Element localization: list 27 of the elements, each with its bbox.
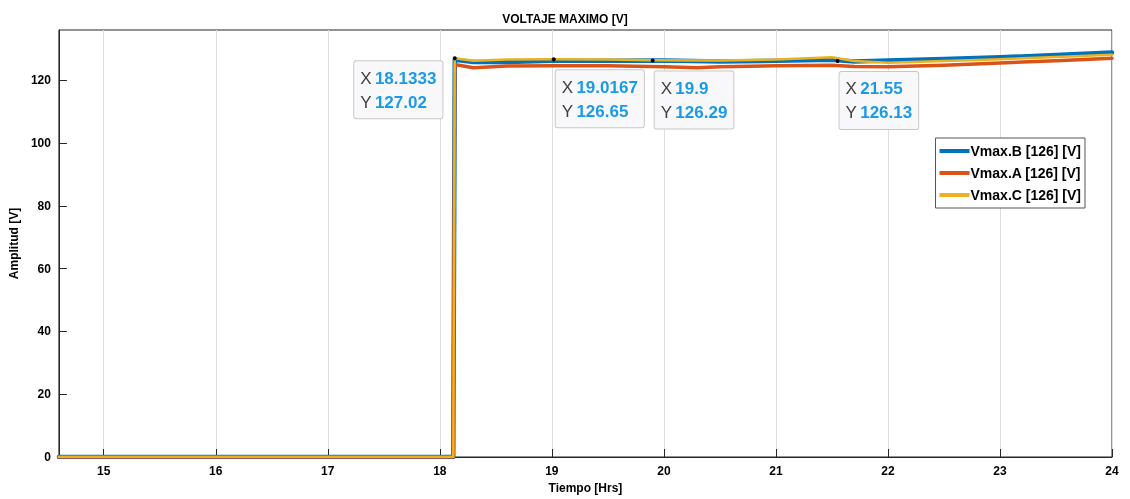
x-tick-label: 22 xyxy=(881,464,895,478)
legend-label: Vmax.C [126] [V] xyxy=(970,187,1081,203)
y-tick-label: 80 xyxy=(37,198,52,213)
x-tick-label: 17 xyxy=(321,464,335,478)
x-axis-title: Tiempo [Hrs] xyxy=(548,480,623,495)
annotation: X 21.55 Y 126.13 xyxy=(845,79,913,123)
y-tick-label: 40 xyxy=(37,324,52,339)
x-tick-label: 20 xyxy=(657,464,671,478)
x-tick-label: 24 xyxy=(1105,464,1119,478)
legend-label: Vmax.B [126] [V] xyxy=(970,143,1081,159)
x-tick-label: 21 xyxy=(769,464,783,478)
legend-label: Vmax.A [126] [V] xyxy=(970,165,1081,181)
x-tick-label: 23 xyxy=(993,464,1007,478)
annotation: X 19.9 Y 126.29 xyxy=(660,78,728,122)
y-tick-label: 0 xyxy=(44,450,52,464)
annotation: X 18.1333 Y 127.02 xyxy=(360,68,437,112)
y-axis-title: Amplitud [V] xyxy=(7,207,21,280)
annotation: X 19.0167 Y 126.65 xyxy=(561,77,638,121)
y-tick-label: 120 xyxy=(30,73,52,88)
x-tick-label: 19 xyxy=(545,464,559,478)
chart-title: VOLTAJE MAXIMO [V] xyxy=(502,12,628,26)
y-tick-label: 60 xyxy=(37,261,52,276)
x-tick-label: 16 xyxy=(209,464,223,478)
x-tick-label: 15 xyxy=(97,464,111,478)
y-tick-label: 100 xyxy=(30,136,52,151)
y-tick-label: 20 xyxy=(37,387,52,402)
x-tick-label: 18 xyxy=(433,464,447,478)
